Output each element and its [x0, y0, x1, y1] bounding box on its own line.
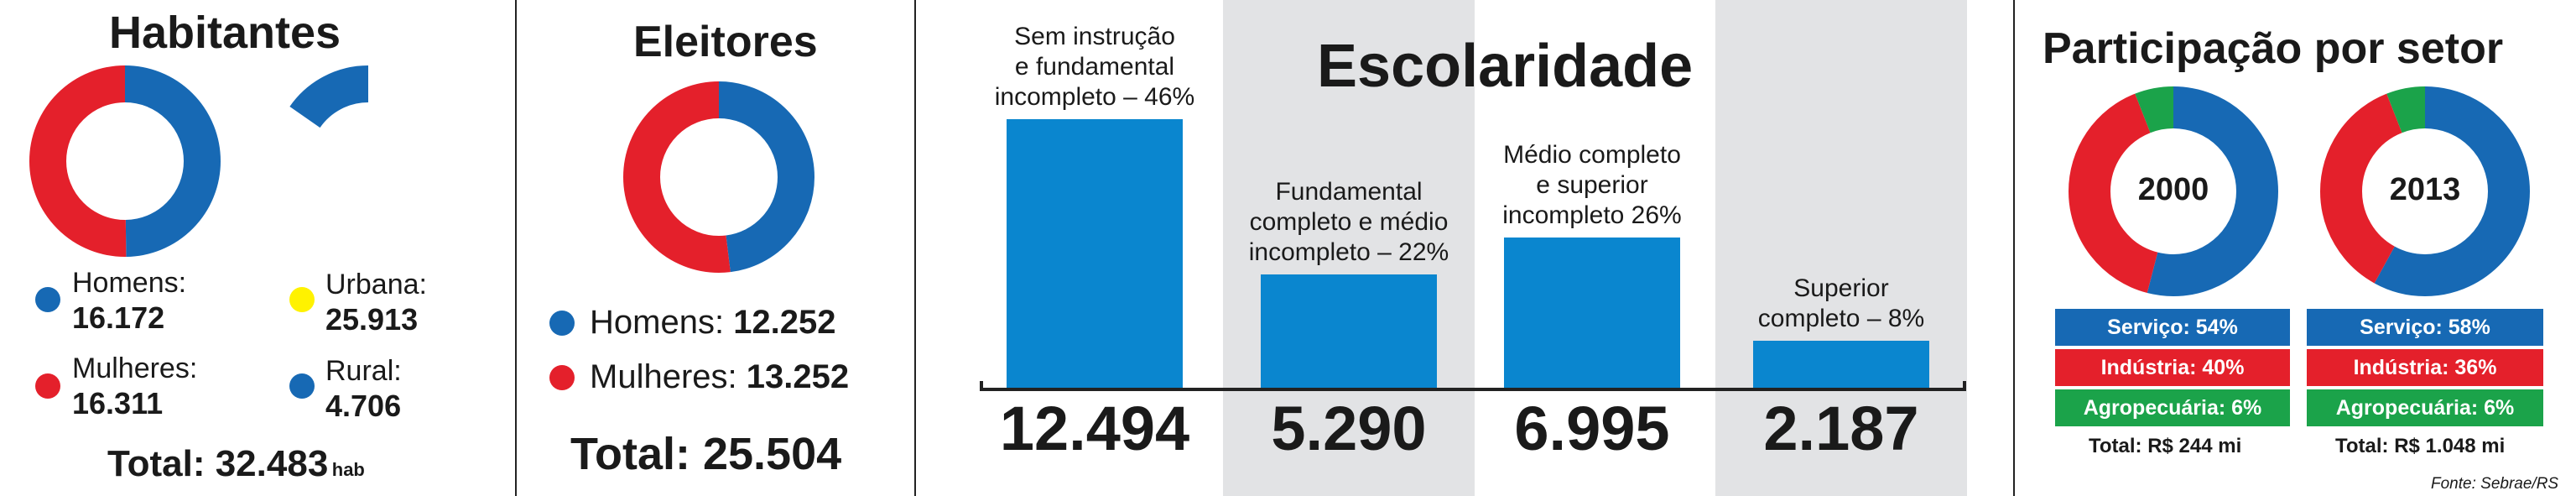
habitantes-urbana-label: Urbana: [325, 269, 427, 300]
x-axis-line [980, 388, 1966, 391]
eleitores-title: Eleitores [633, 18, 818, 66]
habitantes-total-label: Total: 32.483 [107, 443, 329, 484]
agro-2000: Agropecuária: 6% [2055, 389, 2290, 426]
habitantes-total-unit: hab [331, 459, 365, 480]
eleitores-homens: Homens: 12.252 [590, 304, 836, 342]
eleitores-total: Total: 25.504 [570, 429, 842, 479]
separator [515, 0, 517, 496]
legend-dot-mulheres [549, 365, 575, 390]
bar-value: 12.494 [999, 394, 1190, 463]
total-2013: Total: R$ 1.048 mi [2335, 435, 2506, 457]
bar-label: Fundamental completo e médio incompleto – … [1248, 177, 1449, 266]
slice-mulheres [623, 81, 814, 273]
slice-mulheres [29, 65, 221, 257]
agro-2013: Agropecuária: 6% [2307, 389, 2543, 426]
eleitores-mulheres-value: 13.252 [746, 358, 850, 395]
legend-dot-homens [35, 287, 60, 312]
donut-setor-2013 [2320, 86, 2530, 296]
separator [914, 0, 916, 496]
slice-agropecuaria [2069, 86, 2278, 296]
band [1223, 0, 1475, 496]
total-2000: Total: R$ 244 mi [2089, 435, 2242, 457]
legend-dot-homens [549, 311, 575, 336]
industria-2013: Indústria: 36% [2307, 349, 2543, 386]
x-axis-tick [980, 381, 983, 391]
donut-year-2000: 2000 [2137, 172, 2209, 207]
eleitores-homens-value: 12.252 [733, 304, 836, 341]
servico-2013: Serviço: 58% [2307, 309, 2543, 346]
habitantes-title: Habitantes [109, 8, 341, 58]
donut-year-2013: 2013 [2389, 172, 2461, 207]
habitantes-homens-label: Homens: [72, 267, 187, 299]
habitantes-total: Total: 32.483 hab [107, 443, 365, 485]
habitantes-rural-value: 4.706 [325, 389, 402, 423]
habitantes-mulheres-value: 16.311 [72, 386, 164, 420]
industria-2000: Indústria: 40% [2055, 349, 2290, 386]
donut-habitantes-area [273, 65, 464, 257]
bar-label: Médio completo e superior incompleto 26% [1502, 140, 1682, 229]
participacao-title: Participação por setor [2043, 24, 2504, 73]
slice-agropecuaria [2320, 86, 2530, 296]
habitantes-homens-value: 16.172 [72, 300, 165, 335]
eleitores-mulheres: Mulheres: 13.252 [590, 358, 849, 396]
bar-label: Sem instrução e fundamental incompleto – 4… [994, 23, 1195, 111]
habitantes-urbana-value: 25.913 [325, 302, 419, 337]
bar-value: 2.187 [1763, 394, 1919, 463]
source-note: Fonte: Sebrae/RS [2431, 475, 2559, 493]
bar-value: 6.995 [1514, 394, 1670, 463]
legend-dot-urbana [289, 287, 315, 312]
habitantes-mulheres-label: Mulheres: [72, 352, 198, 384]
bar-value: 5.290 [1271, 394, 1427, 463]
donut-habitantes-sexo [29, 65, 221, 257]
slice-industria [2320, 86, 2530, 296]
donut-eleitores [623, 81, 814, 273]
eleitores-homens-label: Homens: [590, 304, 725, 341]
band [1715, 0, 1967, 496]
bar [1753, 340, 1929, 388]
habitantes-rural-label: Rural: [325, 355, 402, 387]
legend-dot-mulheres [35, 373, 60, 399]
escolaridade-title: Escolaridade [1317, 33, 1694, 100]
bar-label: Superior completo – 8% [1757, 274, 1925, 332]
eleitores-mulheres-label: Mulheres: [590, 358, 737, 395]
slice-rural [273, 65, 464, 257]
bar [1261, 274, 1437, 388]
slice-industria [2069, 86, 2278, 296]
servico-2000: Serviço: 54% [2055, 309, 2290, 346]
donut-setor-2000 [2069, 86, 2278, 296]
x-axis-tick [1963, 381, 1966, 391]
legend-dot-rural [289, 373, 315, 399]
bar [1504, 237, 1680, 388]
bar [1007, 119, 1183, 388]
separator [2013, 0, 2015, 496]
